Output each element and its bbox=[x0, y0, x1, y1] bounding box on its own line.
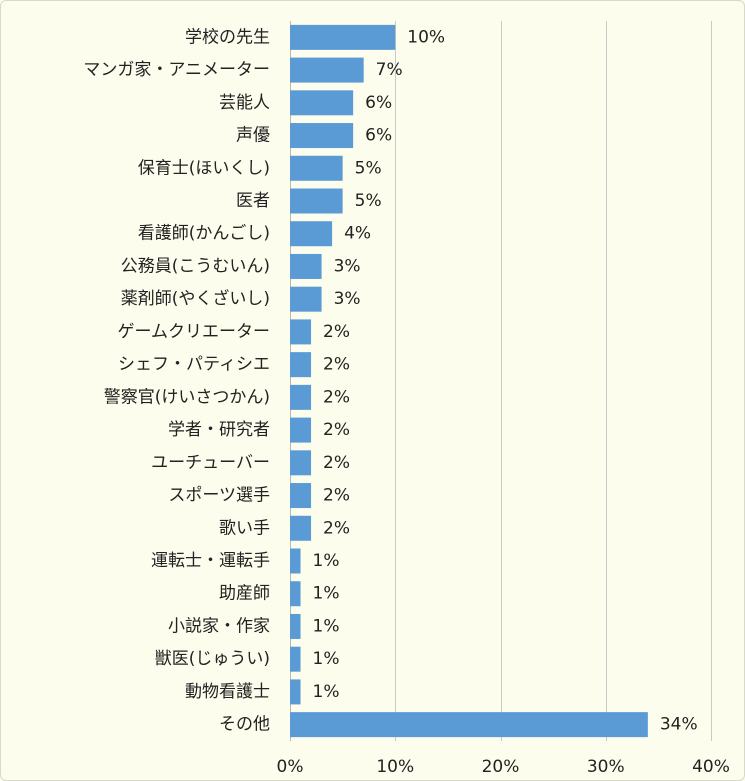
bar bbox=[290, 221, 333, 247]
data-label: 1% bbox=[313, 584, 340, 604]
bar bbox=[290, 57, 364, 83]
x-tick-label: 0% bbox=[277, 757, 304, 777]
bar bbox=[290, 155, 343, 181]
bar bbox=[290, 450, 312, 476]
category-label: マンガ家・アニメーター bbox=[83, 60, 270, 80]
bar bbox=[290, 188, 343, 214]
bar bbox=[290, 352, 312, 378]
bar bbox=[290, 646, 301, 672]
data-label: 2% bbox=[323, 420, 350, 440]
data-label: 3% bbox=[334, 289, 361, 309]
data-label: 6% bbox=[365, 93, 392, 113]
x-tick-label: 10% bbox=[376, 757, 414, 777]
data-label: 2% bbox=[323, 518, 350, 538]
category-label: 芸能人 bbox=[219, 93, 270, 113]
data-label: 4% bbox=[344, 224, 371, 244]
bar bbox=[290, 417, 312, 443]
category-label: 助産師 bbox=[219, 584, 270, 604]
tick-label-layer: 0% 10% 20% 30% 40% bbox=[277, 757, 730, 777]
category-label: 小説家・作家 bbox=[168, 616, 270, 636]
category-label: 看護師(かんごし) bbox=[138, 224, 270, 244]
bar bbox=[290, 483, 312, 509]
bar bbox=[290, 319, 312, 345]
category-label: 運転士・運転手 bbox=[151, 551, 270, 571]
category-label: 動物看護士 bbox=[185, 682, 270, 702]
bar bbox=[290, 286, 322, 312]
category-label: シェフ・パティシエ bbox=[118, 355, 270, 375]
category-label: 医者 bbox=[236, 191, 270, 211]
data-label: 2% bbox=[323, 355, 350, 375]
bar bbox=[290, 548, 301, 574]
category-label: ユーチューバー bbox=[151, 453, 270, 473]
data-label: 5% bbox=[355, 158, 382, 178]
category-label: 薬剤師(やくざいし) bbox=[121, 288, 270, 309]
data-label: 34% bbox=[660, 715, 698, 735]
bar bbox=[290, 90, 354, 116]
data-label: 2% bbox=[323, 387, 350, 407]
data-label: 5% bbox=[355, 191, 382, 211]
category-label: スポーツ選手 bbox=[168, 486, 270, 506]
data-label: 6% bbox=[365, 126, 392, 146]
x-tick-label: 20% bbox=[482, 757, 520, 777]
category-label: 公務員(こうむいん) bbox=[121, 256, 270, 276]
bar bbox=[290, 253, 322, 279]
bar bbox=[290, 123, 354, 149]
bar bbox=[290, 712, 648, 738]
category-label: その他 bbox=[219, 715, 270, 735]
bar bbox=[290, 384, 312, 410]
data-label: 7% bbox=[376, 60, 403, 80]
data-label: 3% bbox=[334, 256, 361, 276]
data-label: 1% bbox=[313, 551, 340, 571]
data-label: 1% bbox=[313, 616, 340, 636]
category-label: 保育士(ほいくし) bbox=[138, 158, 270, 178]
bar bbox=[290, 613, 301, 639]
category-label: 歌い手 bbox=[219, 518, 270, 538]
data-label: 2% bbox=[323, 453, 350, 473]
category-label: 獣医(じゅうい) bbox=[155, 649, 270, 669]
category-label: 学者・研究者 bbox=[168, 420, 270, 440]
x-tick-label: 40% bbox=[692, 757, 730, 777]
x-tick-label: 30% bbox=[587, 757, 625, 777]
value-label-layer: 10%7% 6% 6% 5% 5% 4% 3% 3% 2% 2% 2% 2% 2% 2% 2% 1% 1% 1% 1… bbox=[313, 27, 698, 734]
category-label: 学校の先生 bbox=[185, 27, 270, 47]
category-label: 声優 bbox=[236, 126, 270, 146]
grid-layer bbox=[290, 21, 712, 741]
category-label: 警察官(けいさつかん) bbox=[104, 387, 270, 407]
data-label: 1% bbox=[313, 682, 340, 702]
bar bbox=[290, 515, 312, 541]
data-label: 2% bbox=[323, 486, 350, 506]
data-label: 10% bbox=[407, 27, 445, 47]
bar-layer bbox=[290, 24, 648, 738]
bar bbox=[290, 24, 396, 50]
data-label: 2% bbox=[323, 322, 350, 342]
category-label: ゲームクリエーター bbox=[118, 322, 271, 342]
bar bbox=[290, 679, 301, 705]
bar bbox=[290, 581, 301, 607]
data-label: 1% bbox=[313, 649, 340, 669]
